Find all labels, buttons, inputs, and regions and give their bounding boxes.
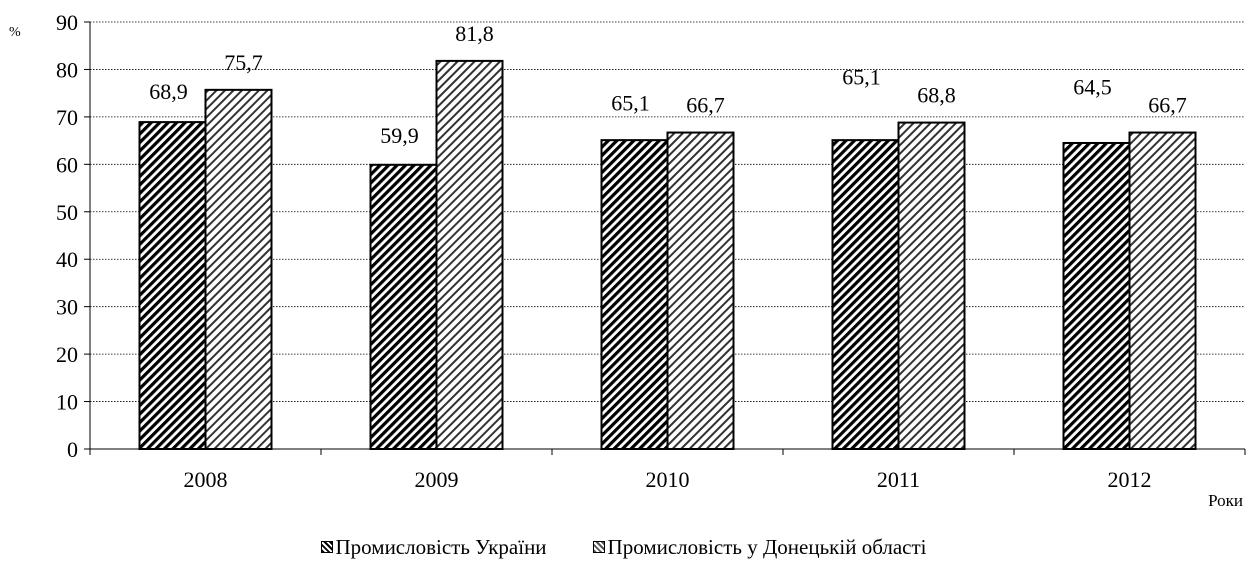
y-tick-label: 60 xyxy=(56,152,78,177)
legend-label-ukraine: Промисловість України xyxy=(335,534,547,559)
data-label-ukraine: 64,5 xyxy=(1073,75,1112,100)
legend-item-donetsk: Промисловість у Донецькій області xyxy=(592,534,927,560)
data-label-ukraine: 68,9 xyxy=(149,79,188,104)
data-label-donetsk: 75,7 xyxy=(224,50,263,75)
y-tick-label: 70 xyxy=(56,105,78,130)
bar-ukraine xyxy=(369,163,438,451)
x-tick-label: 2010 xyxy=(646,467,690,492)
legend-swatch-donetsk xyxy=(592,541,605,553)
bar-ukraine xyxy=(138,121,207,450)
y-tick-label: 80 xyxy=(56,57,78,82)
y-tick-label: 30 xyxy=(56,295,78,320)
bar-donetsk xyxy=(435,59,504,450)
chart-legend: Промисловість України Промисловість у До… xyxy=(0,534,1247,560)
x-axis-title: Роки xyxy=(1208,491,1243,510)
legend-label-donetsk: Промисловість у Донецькій області xyxy=(607,534,927,559)
bar-donetsk xyxy=(666,131,735,450)
bar-donetsk xyxy=(204,88,273,451)
y-tick-label: 10 xyxy=(56,390,78,415)
bar-ukraine xyxy=(831,139,900,451)
bar-donetsk xyxy=(897,121,966,451)
x-tick-label: 2011 xyxy=(877,467,920,492)
y-tick-label: 0 xyxy=(67,437,78,462)
x-tick-label: 2009 xyxy=(415,467,459,492)
legend-item-ukraine: Промисловість України xyxy=(320,534,547,560)
legend-swatch-ukraine xyxy=(320,541,333,553)
data-label-donetsk: 66,7 xyxy=(686,93,725,118)
data-label-ukraine: 65,1 xyxy=(611,91,650,116)
data-label-donetsk: 66,7 xyxy=(1148,93,1187,118)
y-tick-label: 40 xyxy=(56,247,78,272)
x-tick-label: 2008 xyxy=(184,467,228,492)
bar-donetsk xyxy=(1128,131,1197,450)
bar-ukraine xyxy=(1062,141,1131,450)
data-label-donetsk: 81,8 xyxy=(455,21,494,46)
y-axis-unit: % xyxy=(9,25,21,40)
data-label-donetsk: 68,8 xyxy=(917,83,956,108)
data-label-ukraine: 59,9 xyxy=(380,123,419,148)
y-tick-label: 90 xyxy=(56,10,78,35)
y-tick-label: 20 xyxy=(56,342,78,367)
bar-ukraine xyxy=(600,139,669,451)
x-tick-label: 2012 xyxy=(1108,467,1152,492)
y-tick-label: 50 xyxy=(56,200,78,225)
data-label-ukraine: 65,1 xyxy=(842,65,881,90)
